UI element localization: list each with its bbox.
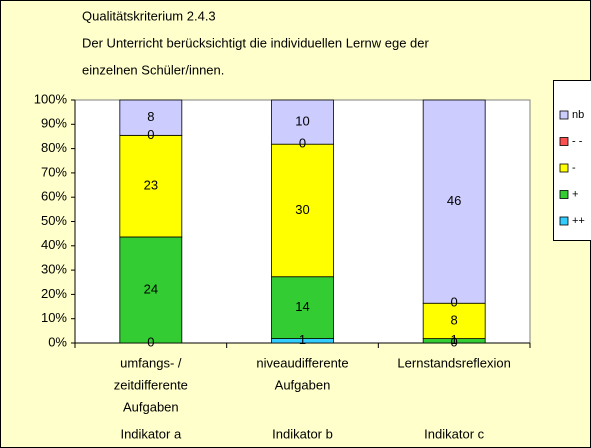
legend-label: + xyxy=(572,188,578,200)
data-label: 30 xyxy=(295,202,309,217)
x-tick-label: niveaudifferente xyxy=(256,355,348,370)
y-tick-label: 80% xyxy=(41,140,67,155)
y-tick-label: 70% xyxy=(41,164,67,179)
data-label: 24 xyxy=(144,281,158,296)
bar-segment xyxy=(422,99,486,304)
data-label: 8 xyxy=(147,109,154,124)
data-label: 1 xyxy=(451,332,458,347)
data-label: 0 xyxy=(147,334,154,349)
legend-label: ++ xyxy=(572,215,585,227)
data-label: 46 xyxy=(447,193,461,208)
legend-swatch xyxy=(559,216,569,226)
group-label: Indikator b xyxy=(272,426,333,441)
bar-segment xyxy=(119,99,183,136)
y-tick-label: 50% xyxy=(41,213,67,228)
bar-segment xyxy=(271,276,334,339)
x-tick-label: Aufgaben xyxy=(275,377,331,392)
y-tick-label: 40% xyxy=(41,237,67,252)
data-label: 14 xyxy=(295,299,309,314)
data-label: 10 xyxy=(295,114,309,129)
data-label: 0 xyxy=(451,334,458,349)
legend-swatch xyxy=(559,190,569,199)
bar-segment xyxy=(119,134,183,238)
y-tick-label: 20% xyxy=(41,286,67,301)
chart-title: Qualitätskriterium 2.4.3 xyxy=(82,8,216,23)
x-tick-label: zeitdifferente xyxy=(114,377,188,392)
group-label: Indikator a xyxy=(120,426,181,441)
legend-swatch xyxy=(559,163,569,173)
y-tick-label: 60% xyxy=(41,189,67,204)
data-label: 0 xyxy=(451,295,458,310)
x-tick-label: umfangs- / xyxy=(120,355,182,370)
y-tick-label: 0% xyxy=(48,334,67,349)
y-tick-label: 90% xyxy=(41,116,67,131)
bar-segment xyxy=(422,302,486,339)
bar-segment xyxy=(271,99,334,145)
x-tick-label: Aufgaben xyxy=(123,399,179,414)
legend-label: - - xyxy=(572,135,583,147)
data-label: 8 xyxy=(451,312,458,327)
x-tick-label: Lernstandsreflexion xyxy=(397,355,510,370)
y-tick-label: 100% xyxy=(34,91,68,106)
bar-segment xyxy=(271,143,334,278)
legend-label: nb xyxy=(572,109,584,121)
data-label: 0 xyxy=(147,127,154,142)
legend-label: - xyxy=(572,162,576,174)
legend-swatch xyxy=(559,137,569,146)
chart-title: Der Unterricht berücksichtigt die indivi… xyxy=(82,35,430,50)
data-label: 1 xyxy=(299,332,306,347)
legend-swatch xyxy=(559,110,569,120)
y-tick-label: 10% xyxy=(41,310,67,325)
legend-box xyxy=(553,80,591,241)
y-tick-label: 30% xyxy=(41,262,67,277)
data-label: 23 xyxy=(144,178,158,193)
data-label: 0 xyxy=(299,136,306,151)
chart-title: einzelnen Schüler/innen. xyxy=(82,62,224,77)
group-label: Indikator c xyxy=(424,426,484,441)
bar-segment xyxy=(119,236,183,344)
